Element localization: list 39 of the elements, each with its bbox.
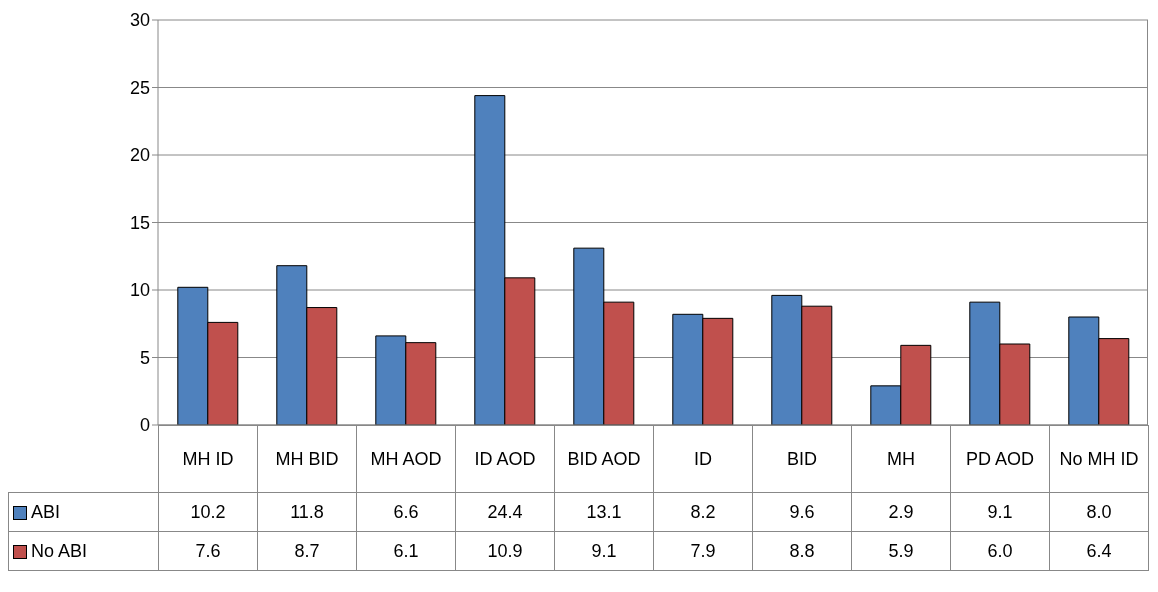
data-label: 24.4 xyxy=(455,492,555,532)
data-label: 5.9 xyxy=(851,531,951,571)
y-tick-label: 10 xyxy=(129,280,150,301)
data-label: 9.1 xyxy=(554,531,654,571)
x-tick-label: No MH ID xyxy=(1049,425,1149,493)
x-tick-label: PD AOD xyxy=(950,425,1050,493)
data-label: 10.2 xyxy=(158,492,258,532)
data-label: 7.9 xyxy=(653,531,753,571)
y-tick-label: 20 xyxy=(129,145,150,166)
data-label: 9.1 xyxy=(950,492,1050,532)
x-tick-label: MH BID xyxy=(257,425,357,493)
x-tick-label: MH ID xyxy=(158,425,258,493)
x-tick-label: ID AOD xyxy=(455,425,555,493)
data-label: 7.6 xyxy=(158,531,258,571)
data-label: 2.9 xyxy=(851,492,951,532)
legend-label: ABI xyxy=(31,501,61,522)
x-tick-label: ID xyxy=(653,425,753,493)
data-label: 13.1 xyxy=(554,492,654,532)
data-label: 6.4 xyxy=(1049,531,1149,571)
x-tick-label: MH AOD xyxy=(356,425,456,493)
y-tick-label: 0 xyxy=(139,415,150,436)
data-label: 10.9 xyxy=(455,531,555,571)
data-label: 9.6 xyxy=(752,492,852,532)
data-label: 8.8 xyxy=(752,531,852,571)
y-tick-label: 25 xyxy=(129,77,150,98)
data-label: 8.2 xyxy=(653,492,753,532)
data-label: 6.1 xyxy=(356,531,456,571)
data-label: 8.0 xyxy=(1049,492,1149,532)
data-label: 6.0 xyxy=(950,531,1050,571)
legend-label: No ABI xyxy=(31,540,88,561)
x-tick-label: BID xyxy=(752,425,852,493)
x-tick-label: BID AOD xyxy=(554,425,654,493)
y-tick-label: 15 xyxy=(129,212,150,233)
data-label: 6.6 xyxy=(356,492,456,532)
data-label: 8.7 xyxy=(257,531,357,571)
y-tick-label: 30 xyxy=(129,10,150,31)
data-label: 11.8 xyxy=(257,492,357,532)
x-tick-label: MH xyxy=(851,425,951,493)
y-tick-label: 5 xyxy=(139,347,150,368)
